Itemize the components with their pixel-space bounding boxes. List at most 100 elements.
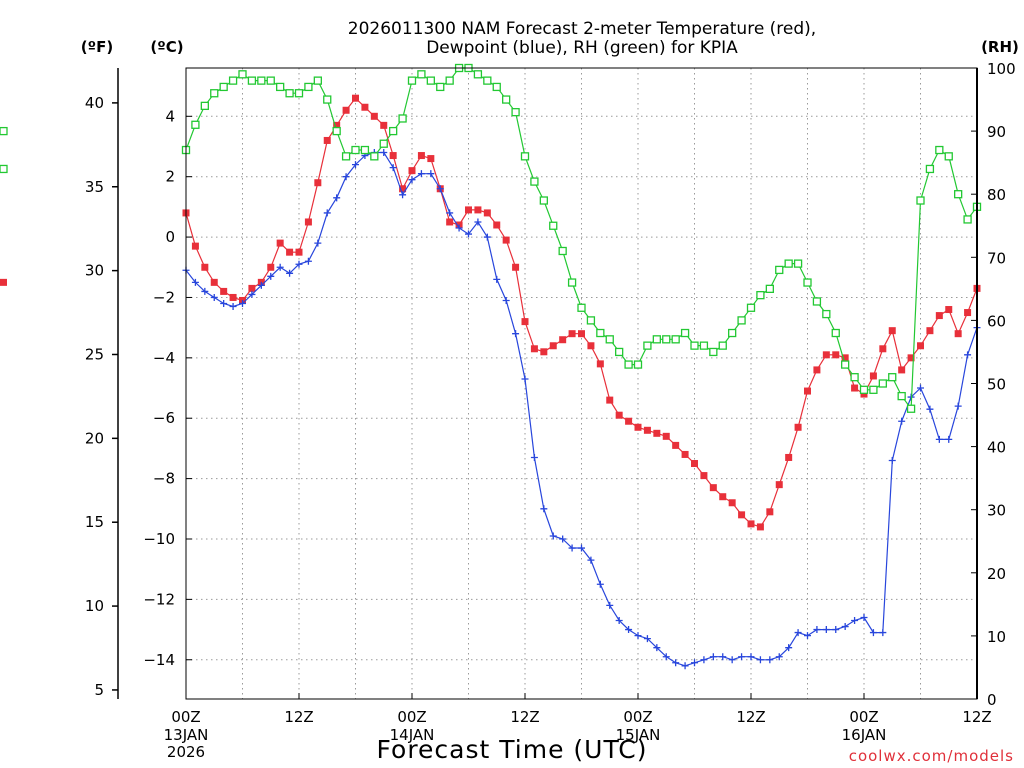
- dewpoint-point: [408, 176, 416, 184]
- temperature-point: [756, 523, 764, 531]
- temperature-point: [323, 136, 331, 144]
- rh-point: [351, 145, 360, 155]
- labels-layer: 403530252015105420−2−4−6−8−10−12−1410090…: [85, 60, 1016, 761]
- fahrenheit-tick-label: 35: [85, 178, 104, 196]
- temperature-point: [352, 94, 359, 102]
- rh-point: [266, 76, 275, 85]
- dewpoint-point: [596, 580, 604, 588]
- dewpoint-point: [945, 435, 953, 443]
- temperature-point: [860, 390, 868, 398]
- rh-point: [539, 196, 548, 205]
- dewpoint-point: [399, 191, 407, 199]
- grid-lines: [186, 68, 977, 699]
- rh-point: [577, 303, 586, 312]
- x-tick-label: 12Z: [736, 708, 765, 726]
- rh-point: [765, 284, 774, 294]
- rh-tick-label: 20: [987, 565, 1006, 583]
- dewpoint-point: [559, 535, 567, 543]
- x-tick-label: 00Z: [171, 708, 200, 726]
- temperature-point: [851, 384, 859, 392]
- temperature-point: [653, 429, 661, 437]
- rh-point: [831, 328, 840, 338]
- celsius-tick-label: 0: [165, 228, 175, 246]
- temperature-line: [185, 97, 978, 528]
- rh-point: [841, 360, 850, 369]
- temperature-point: [672, 441, 680, 449]
- temperature-point: [766, 508, 774, 516]
- temperature-point: [370, 112, 378, 120]
- rh-point: [520, 152, 530, 161]
- rh-point: [294, 89, 304, 98]
- temperature-point: [926, 327, 934, 335]
- temperature-point: [465, 206, 472, 214]
- temperature-point: [512, 263, 520, 271]
- dewpoint-point: [483, 233, 491, 241]
- temperature-point: [286, 248, 294, 256]
- rh-point: [210, 89, 219, 98]
- rh-point: [567, 278, 577, 287]
- temperature-point: [681, 450, 689, 458]
- dewpoint-point: [521, 375, 529, 383]
- dewpoint-point: [549, 532, 557, 540]
- rh-point: [775, 265, 784, 275]
- rh-point: [191, 120, 200, 129]
- series-layer: [0, 63, 982, 670]
- celsius-tick-label: 2: [165, 168, 175, 186]
- rh-point: [662, 335, 671, 344]
- celsius-tick-label: −12: [143, 590, 175, 608]
- dewpoint-point: [502, 296, 510, 304]
- rh-point: [878, 379, 887, 388]
- dewpoint-point: [229, 303, 237, 311]
- temperature-point: [399, 185, 407, 193]
- rh-point: [596, 328, 605, 338]
- dewpoint-point: [380, 149, 388, 157]
- dewpoint-point: [352, 161, 359, 169]
- dewpoint-point: [606, 601, 614, 609]
- dewpoint-point: [634, 632, 642, 640]
- temperature-point: [738, 511, 746, 519]
- rh-point: [549, 221, 558, 230]
- celsius-tick-label: −4: [153, 349, 175, 367]
- dewpoint-point: [465, 230, 472, 238]
- rh-point: [276, 82, 285, 92]
- dewpoint-point: [719, 653, 727, 661]
- temperature-point: [615, 411, 623, 419]
- dewpoint-point: [851, 617, 859, 625]
- rh-point: [954, 190, 963, 199]
- dewpoint-point: [898, 417, 906, 425]
- temperature-point: [606, 396, 614, 404]
- rh-point: [341, 152, 351, 161]
- temperature-point: [267, 263, 275, 271]
- dewpoint-point: [841, 623, 849, 631]
- dewpoint-point: [766, 656, 774, 664]
- rh-unit-label: (RH): [981, 38, 1019, 56]
- temperature-point: [747, 520, 755, 528]
- temperature-point: [446, 218, 454, 226]
- celsius-tick-label: −14: [143, 651, 175, 669]
- temperature-point: [709, 484, 717, 492]
- chart-subtitle: Dewpoint (blue), RH (green) for KPIA: [426, 38, 738, 58]
- dewpoint-point: [888, 456, 896, 464]
- dewpoint-point: [257, 281, 265, 289]
- temperature-point: [380, 121, 388, 129]
- rh-point: [888, 373, 897, 382]
- temperature-point: [832, 351, 840, 359]
- rh-point: [492, 82, 501, 92]
- temperature-point: [540, 348, 548, 356]
- source-credit: coolwx.com/models: [849, 747, 1014, 765]
- temperature-point: [493, 221, 501, 229]
- x-tick-label: 12Z: [962, 708, 991, 726]
- temperature-point: [578, 330, 585, 338]
- fahrenheit-tick-label: 25: [85, 345, 104, 363]
- temperature-point: [625, 417, 633, 425]
- dewpoint-point: [276, 263, 284, 271]
- temperature-point: [813, 366, 821, 374]
- rh-point: [389, 126, 398, 136]
- fahrenheit-tick-label: 5: [94, 681, 104, 699]
- temperature-point: [220, 287, 228, 295]
- rh-tick-label: 0: [987, 691, 997, 709]
- chart-title: 2026011300 NAM Forecast 2-meter Temperat…: [348, 19, 816, 39]
- temperature-point: [389, 152, 397, 160]
- temperature-point: [841, 354, 849, 362]
- rh-point: [643, 341, 652, 350]
